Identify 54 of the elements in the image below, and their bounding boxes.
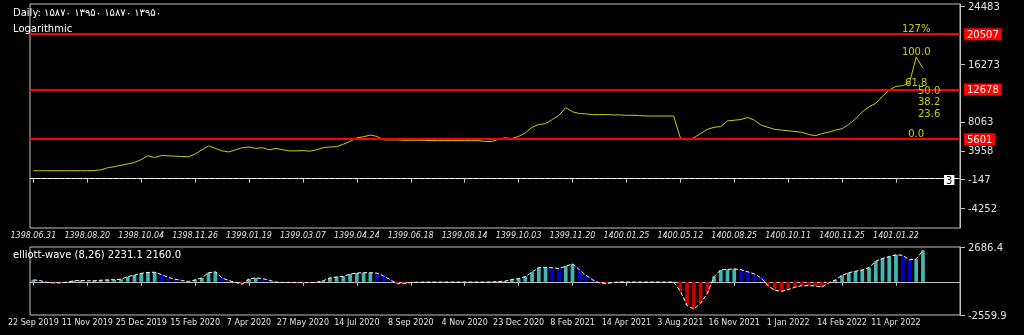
ref-line-label: 12678 (967, 83, 999, 95)
x-tick-label: 1398.10.04 (118, 230, 165, 240)
x-tick-label: 22 Sep 2019 (8, 317, 59, 327)
text: Logarithmic (13, 22, 73, 34)
x-tick-label: 7 Apr 2020 (226, 317, 272, 327)
x-tick-label: 1398.06.31 (10, 230, 57, 240)
x-tick-label: 23 Dec 2020 (493, 317, 545, 327)
x-tick-label: 3 Aug 2021 (657, 317, 704, 327)
x-tick-label: 8 Feb 2021 (550, 317, 595, 327)
chart-title: elliott-wave (8,26) 2231.1 2160.0 (13, 248, 182, 260)
x-tick-label: 27 May 2020 (276, 317, 330, 327)
y-tick-label: 24483 (968, 0, 1000, 12)
x-tick-label: 4 Nov 2020 (441, 317, 488, 327)
y-tick-label: 8063 (968, 116, 994, 128)
x-tick-label: 14 Apr 2021 (601, 317, 652, 327)
x-tick-label: 1398.08.20 (64, 230, 111, 240)
x-tick-label: 1399.11.20 (549, 230, 596, 240)
y-tick-label: -4252 (968, 203, 998, 215)
annotation: 23.6 (918, 107, 941, 119)
x-tick-label: 1400.01.25 (603, 230, 650, 240)
annotation: 100.0 (901, 45, 931, 57)
x-tick-label: 1399.08.14 (441, 230, 488, 240)
x-tick-label: 1400.10.11 (765, 230, 812, 240)
y-tick-label: -147 (968, 174, 991, 186)
x-tick-label: 8 Sep 2020 (387, 317, 434, 327)
x-tick-label: 1400.05.12 (657, 230, 704, 240)
ref-line-label: 20507 (967, 28, 999, 40)
x-tick-label: 15 Feb 2020 (170, 317, 221, 327)
x-tick-label: 14 Feb 2022 (817, 317, 867, 327)
annotation: 127% (901, 23, 931, 35)
x-tick-label: 16 Nov 2021 (708, 317, 760, 327)
y-tick-label: 3958 (968, 145, 994, 157)
x-tick-label: 1 Jan 2022 (766, 317, 810, 327)
ref-line-label: 5601 (967, 133, 993, 145)
x-tick-label: 1400.08.25 (711, 230, 758, 240)
x-tick-label: 1400.11.25 (819, 230, 865, 240)
x-tick-label: 1399.03.07 (280, 230, 327, 240)
y-tick-label: -2559.9 (968, 309, 1007, 321)
x-tick-label: 1401.01.22 (873, 230, 919, 240)
x-tick-label: 14 Jul 2020 (334, 317, 380, 327)
annotation: 0.0 (908, 127, 925, 139)
y-tick-label: 16273 (968, 58, 1000, 70)
x-tick-label: 1398.11.26 (172, 230, 219, 240)
x-tick-label: 1399.06.18 (387, 230, 434, 240)
x-tick-label: 1399.10.03 (495, 230, 542, 240)
x-tick-label: 25 Dec 2019 (115, 317, 167, 327)
annotation: 38.2 (918, 95, 941, 107)
annotation: 3 (946, 174, 953, 186)
x-tick-label: 11 Nov 2019 (61, 317, 113, 327)
y-tick-label: 2686.4 (968, 241, 1003, 253)
chart-title: Daily: ۱۵۸۷۰ ۱۳۹۵۰ ۱۵۸۷۰ ۱۳۹۵۰ (13, 6, 162, 18)
x-tick-label: 11 Apr 2022 (871, 317, 921, 327)
x-tick-label: 1399.01.19 (226, 230, 272, 240)
x-tick-label: 1399.04.24 (333, 230, 380, 240)
